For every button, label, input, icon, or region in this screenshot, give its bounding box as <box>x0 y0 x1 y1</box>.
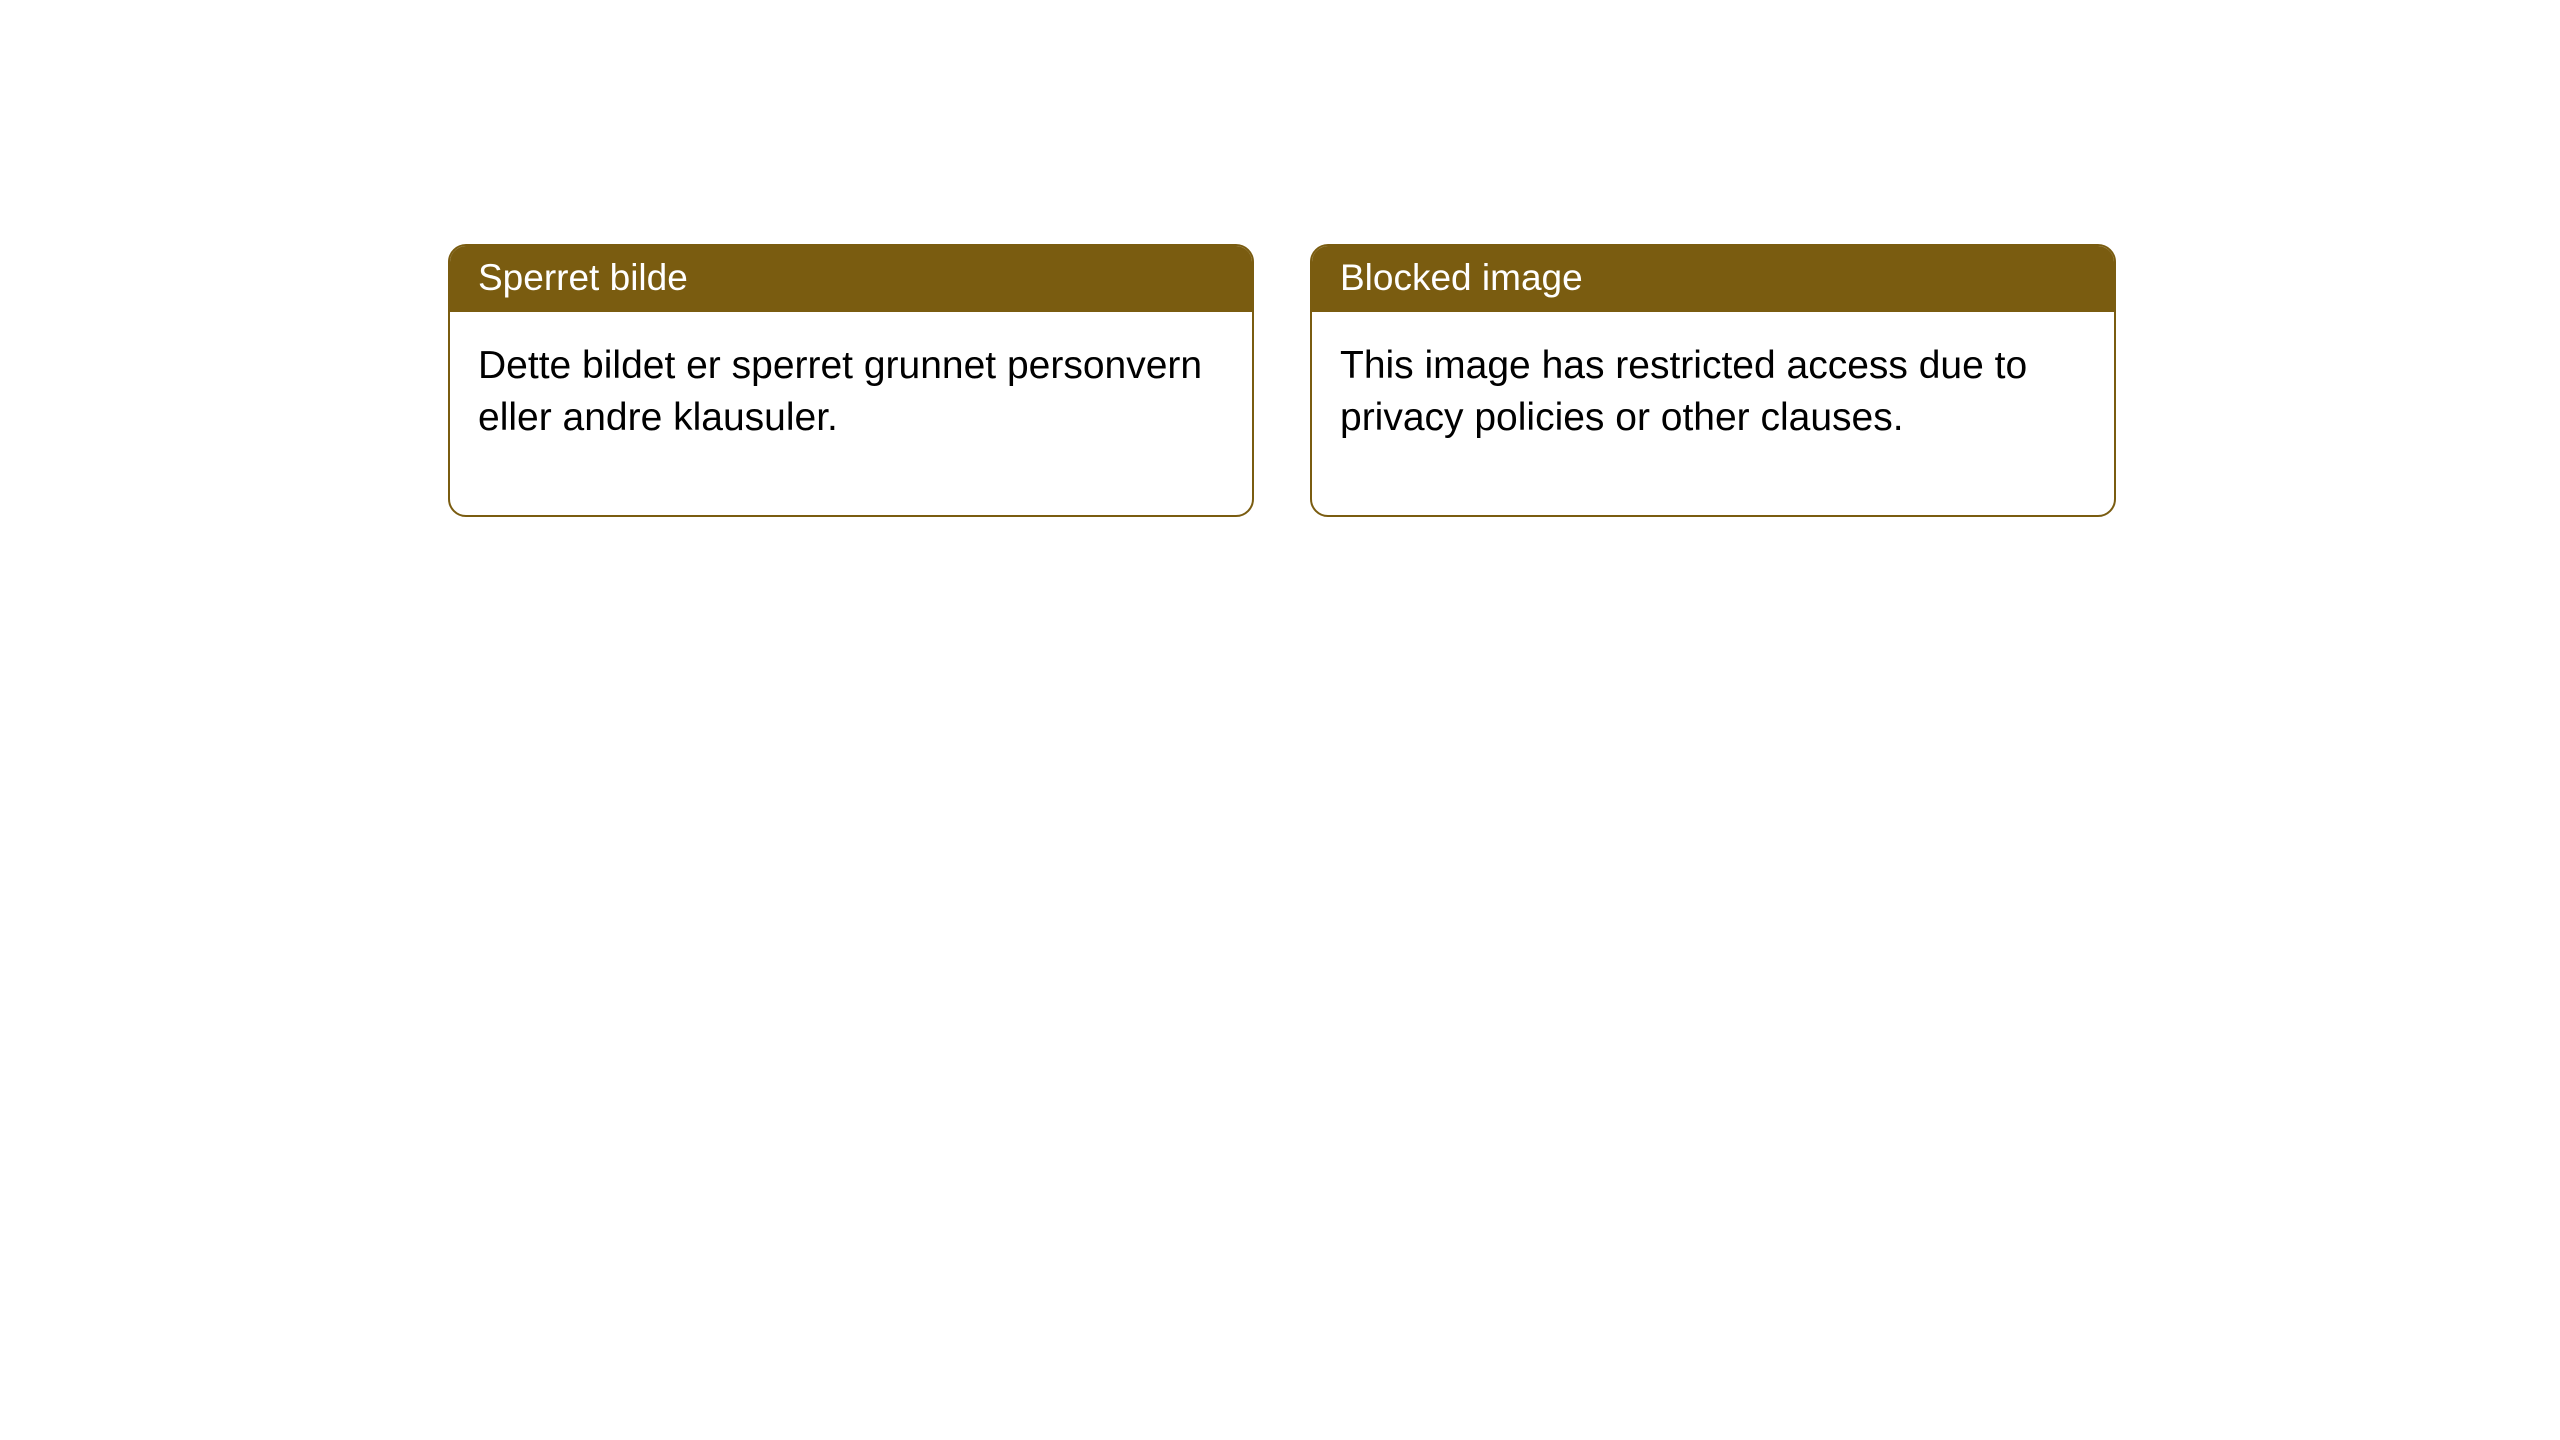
notice-title: Sperret bilde <box>450 246 1252 312</box>
notice-container: Sperret bilde Dette bildet er sperret gr… <box>0 0 2560 517</box>
notice-card-english: Blocked image This image has restricted … <box>1310 244 2116 517</box>
notice-card-norwegian: Sperret bilde Dette bildet er sperret gr… <box>448 244 1254 517</box>
notice-body: This image has restricted access due to … <box>1312 312 2114 515</box>
notice-title: Blocked image <box>1312 246 2114 312</box>
notice-body: Dette bildet er sperret grunnet personve… <box>450 312 1252 515</box>
